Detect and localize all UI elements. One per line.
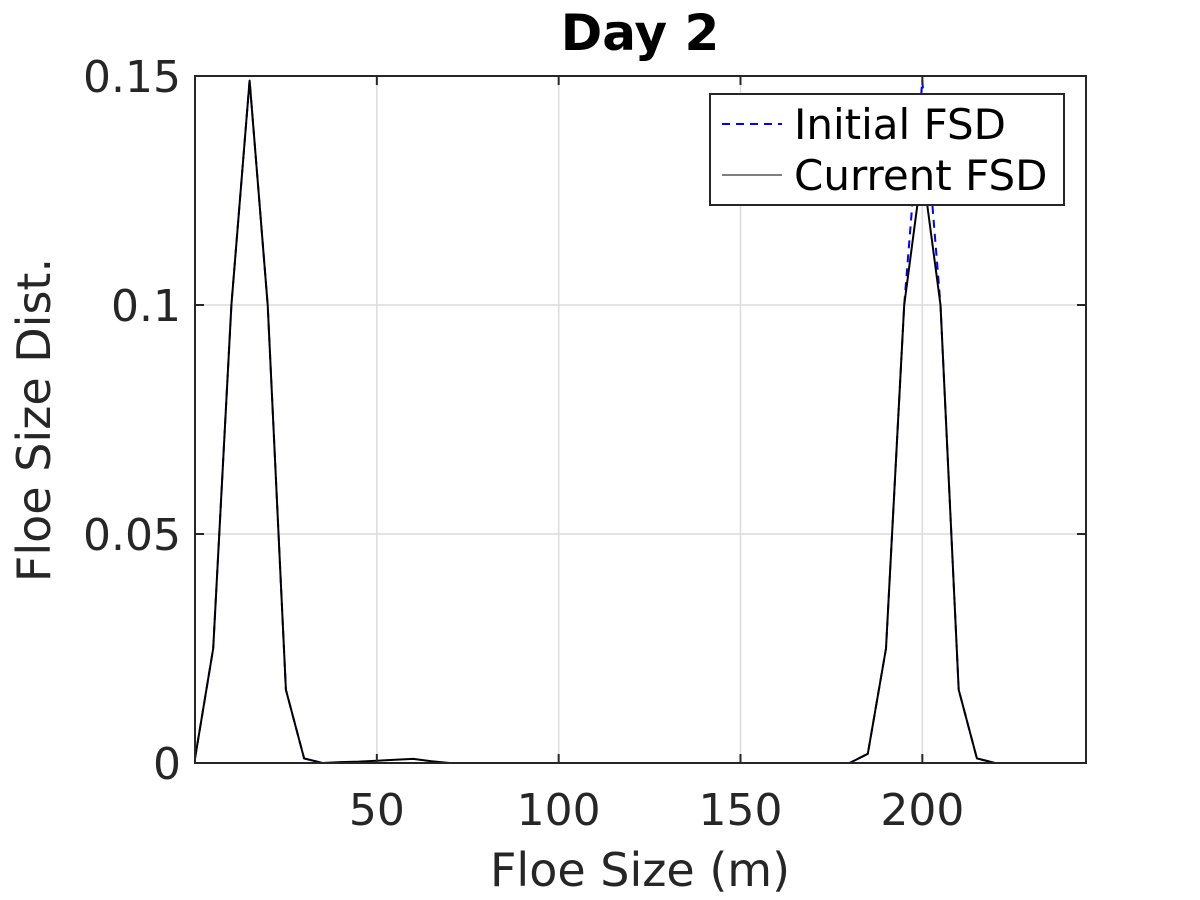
- y-axis-label: Floe Size Dist.: [7, 258, 61, 582]
- x-tick-label: 150: [699, 785, 783, 836]
- y-tick-label: 0.05: [83, 510, 181, 561]
- legend-label-initial-fsd: Initial FSD: [794, 100, 1006, 149]
- tick-marks: [195, 75, 1086, 764]
- y-tick-label: 0.1: [111, 281, 181, 332]
- y-tick-label: 0: [153, 739, 181, 790]
- legend-label-current-fsd: Current FSD: [794, 151, 1048, 200]
- y-tick-labels: 0 0.05 0.1 0.15: [83, 52, 181, 790]
- legend-box: [709, 93, 1065, 206]
- y-tick-label: 0.15: [83, 52, 181, 103]
- x-tick-label: 50: [349, 785, 405, 836]
- legend: Initial FSD Current FSD: [709, 93, 1065, 206]
- x-tick-label: 100: [517, 785, 601, 836]
- x-tick-labels: 50 100 150 200: [349, 785, 965, 836]
- plot-frame: [194, 75, 1087, 764]
- chart-title: Day 2: [561, 4, 720, 62]
- x-axis-label: Floe Size (m): [490, 843, 790, 897]
- x-tick-label: 200: [880, 785, 964, 836]
